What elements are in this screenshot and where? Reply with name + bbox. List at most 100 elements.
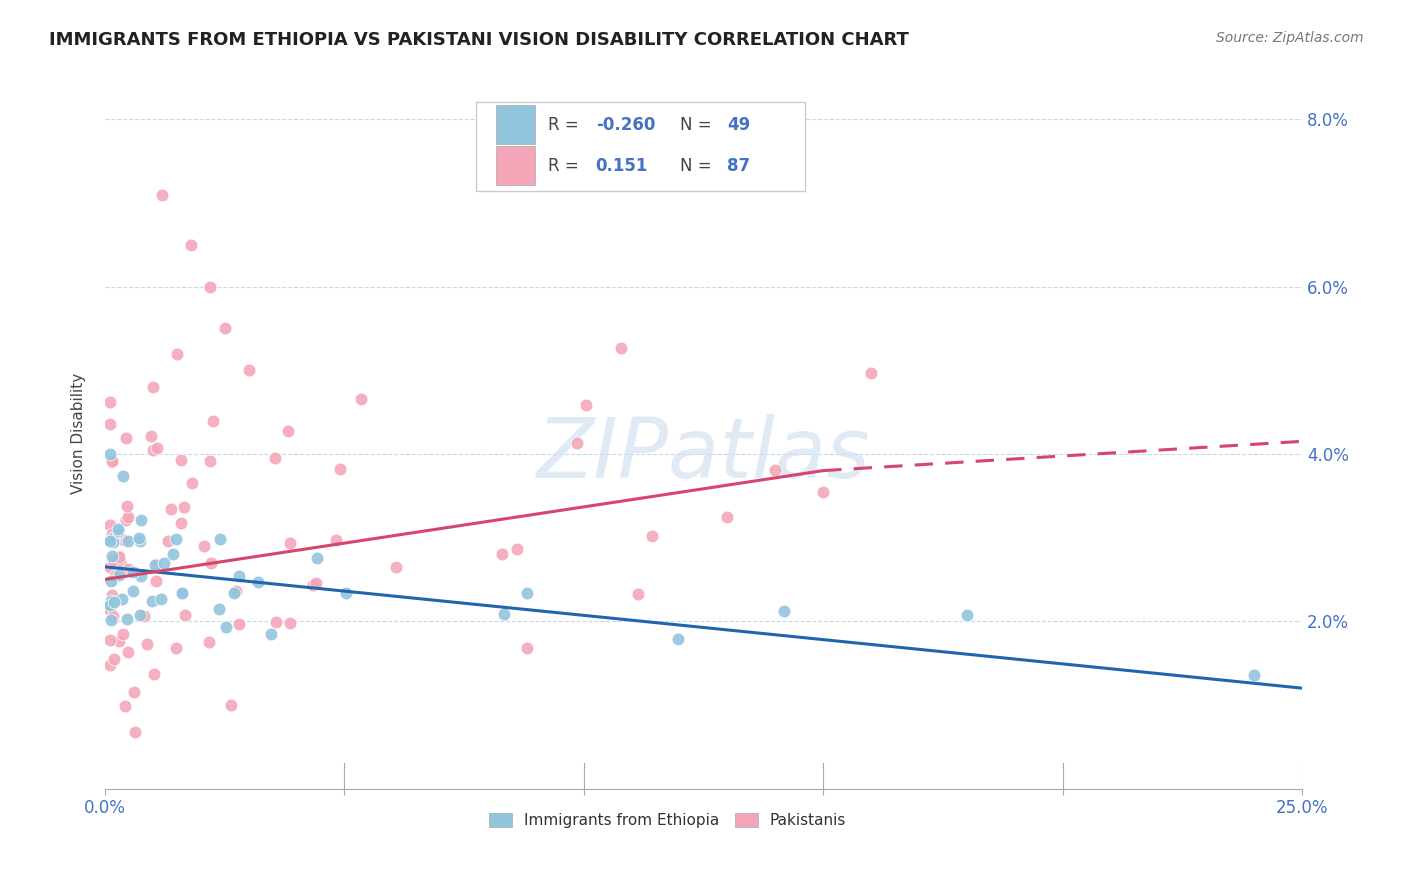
- Point: [156, 533, 179, 548]
- Point: [193, 539, 215, 553]
- Point: [172, 585, 194, 599]
- Point: [152, 187, 174, 202]
- Point: [170, 516, 193, 530]
- Point: [98, 447, 121, 461]
- Point: [215, 619, 238, 633]
- Text: -0.260: -0.260: [596, 116, 655, 134]
- Point: [129, 608, 152, 623]
- Text: N =: N =: [679, 157, 717, 175]
- Point: [98, 657, 121, 672]
- Point: [101, 455, 124, 469]
- Point: [136, 637, 159, 651]
- Point: [121, 565, 143, 579]
- Point: [100, 594, 122, 608]
- Point: [145, 558, 167, 572]
- Text: N =: N =: [679, 116, 717, 134]
- Point: [103, 595, 125, 609]
- Point: [174, 608, 197, 623]
- Point: [100, 614, 122, 628]
- Point: [277, 424, 299, 438]
- Point: [141, 429, 163, 443]
- Point: [111, 591, 134, 606]
- Point: [98, 533, 121, 548]
- Point: [150, 591, 173, 606]
- Text: 49: 49: [727, 116, 751, 134]
- Point: [101, 454, 124, 468]
- Point: [260, 626, 283, 640]
- FancyBboxPatch shape: [477, 103, 806, 191]
- Point: [180, 237, 202, 252]
- Point: [610, 341, 633, 355]
- Point: [208, 602, 231, 616]
- Point: [142, 442, 165, 457]
- Point: [104, 569, 127, 583]
- Point: [129, 513, 152, 527]
- Point: [181, 476, 204, 491]
- Text: Source: ZipAtlas.com: Source: ZipAtlas.com: [1216, 31, 1364, 45]
- Point: [198, 454, 221, 468]
- Point: [956, 608, 979, 623]
- Text: ZIPatlas: ZIPatlas: [537, 414, 870, 495]
- Point: [117, 562, 139, 576]
- Point: [641, 528, 664, 542]
- Point: [162, 547, 184, 561]
- Point: [153, 556, 176, 570]
- Point: [763, 463, 786, 477]
- Point: [305, 551, 328, 566]
- Point: [492, 607, 515, 622]
- Point: [860, 367, 883, 381]
- Text: IMMIGRANTS FROM ETHIOPIA VS PAKISTANI VISION DISABILITY CORRELATION CHART: IMMIGRANTS FROM ETHIOPIA VS PAKISTANI VI…: [49, 31, 910, 49]
- Point: [112, 533, 135, 547]
- Point: [142, 666, 165, 681]
- Point: [506, 542, 529, 557]
- Point: [329, 462, 352, 476]
- Point: [141, 594, 163, 608]
- Point: [122, 583, 145, 598]
- Point: [214, 321, 236, 335]
- Point: [228, 569, 250, 583]
- Point: [101, 531, 124, 545]
- Point: [103, 652, 125, 666]
- Point: [716, 510, 738, 524]
- Point: [264, 615, 287, 630]
- Point: [666, 632, 689, 647]
- Point: [302, 578, 325, 592]
- Point: [491, 547, 513, 561]
- Point: [335, 586, 357, 600]
- Point: [98, 598, 121, 612]
- Point: [98, 600, 121, 615]
- Point: [325, 533, 347, 548]
- Point: [280, 615, 302, 630]
- Point: [1243, 667, 1265, 681]
- Point: [117, 509, 139, 524]
- Point: [516, 640, 538, 655]
- Point: [100, 527, 122, 541]
- Point: [101, 553, 124, 567]
- Point: [225, 583, 247, 598]
- Point: [145, 557, 167, 571]
- Point: [98, 417, 121, 431]
- Point: [165, 532, 187, 546]
- Point: [209, 532, 232, 546]
- Point: [350, 392, 373, 406]
- Point: [100, 574, 122, 589]
- Point: [198, 635, 221, 649]
- Point: [107, 524, 129, 539]
- FancyBboxPatch shape: [496, 105, 534, 145]
- Point: [165, 640, 187, 655]
- Point: [238, 363, 260, 377]
- Point: [142, 380, 165, 394]
- Point: [98, 633, 121, 648]
- Point: [773, 604, 796, 618]
- Point: [117, 534, 139, 549]
- Point: [305, 575, 328, 590]
- Point: [117, 500, 139, 514]
- Point: [166, 346, 188, 360]
- Point: [145, 574, 167, 589]
- Text: 0.151: 0.151: [596, 157, 648, 175]
- Point: [516, 586, 538, 600]
- Point: [117, 645, 139, 659]
- Point: [221, 698, 243, 712]
- Point: [222, 586, 245, 600]
- Point: [228, 616, 250, 631]
